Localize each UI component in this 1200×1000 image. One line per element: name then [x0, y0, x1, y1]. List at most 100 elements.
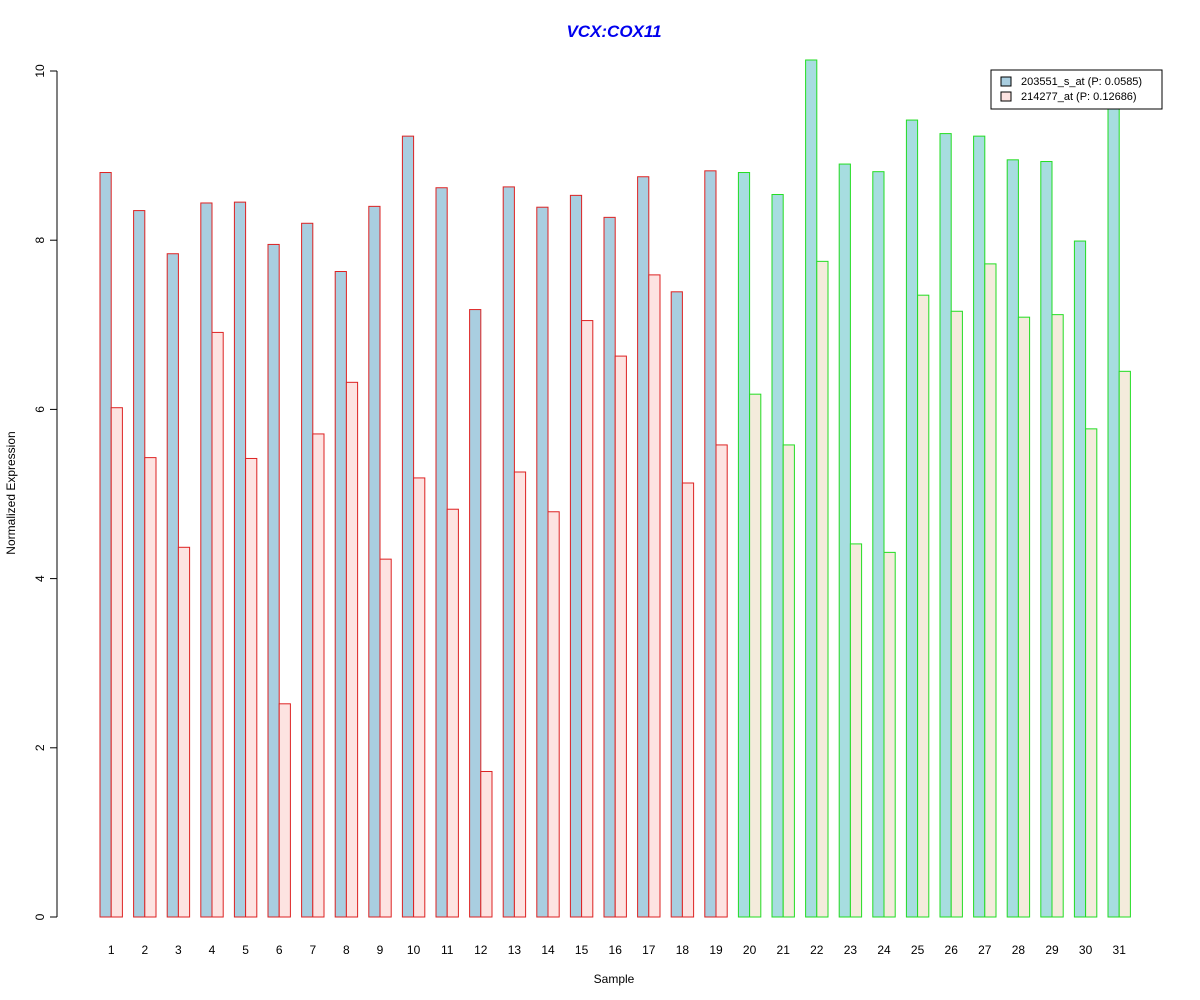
x-tick-label: 5: [242, 943, 249, 957]
bar-series-1: [435, 187, 448, 918]
bar-series-2: [144, 457, 157, 918]
bar-series-1: [939, 133, 952, 918]
bar-series-1: [805, 59, 818, 918]
y-tick-label: 10: [33, 64, 47, 78]
legend-box: [990, 69, 1163, 110]
bar-series-2: [547, 511, 560, 918]
x-tick-label: 15: [575, 943, 589, 957]
bar-series-1: [1040, 161, 1053, 918]
bar-series-2: [849, 543, 863, 918]
bar-series-2: [883, 551, 896, 918]
x-tick-label: 26: [945, 943, 959, 957]
x-tick-label: 27: [978, 943, 992, 957]
x-tick-label: 17: [642, 943, 656, 957]
x-tick-label: 29: [1045, 943, 1059, 957]
bar-series-2: [648, 274, 661, 918]
y-tick-label: 0: [33, 913, 47, 920]
bar-series-1: [973, 135, 986, 918]
x-axis-label: Sample: [594, 972, 635, 986]
bar-series-2: [950, 310, 963, 918]
legend: 203551_s_at (P: 0.0585) 214277_at (P: 0.…: [990, 69, 1163, 110]
bar-series-2: [480, 770, 493, 918]
bar-series-2: [211, 331, 224, 918]
bar-series-2: [681, 482, 695, 918]
bar-series-2: [917, 294, 930, 918]
x-tick-label: 23: [844, 943, 858, 957]
bar-series-2: [278, 703, 291, 918]
x-tick-label: 21: [777, 943, 791, 957]
bar-series-2: [782, 444, 795, 918]
bar-series-1: [670, 291, 683, 918]
chart-title: VCX:COX11: [566, 22, 661, 41]
x-tick-label: 20: [743, 943, 757, 957]
x-tick-label: 1: [108, 943, 115, 957]
y-tick-label: 6: [33, 406, 47, 413]
bar-series-2: [1051, 314, 1064, 918]
x-tick-label: 24: [877, 943, 891, 957]
bar-series-2: [749, 393, 762, 918]
x-tick-label: 12: [474, 943, 488, 957]
x-tick-label: 6: [276, 943, 283, 957]
bar-series-1: [166, 253, 179, 918]
bar-series-1: [1006, 159, 1019, 918]
y-tick-label: 2: [33, 744, 47, 751]
bar-series-1: [905, 119, 919, 918]
bar-series-2: [513, 471, 527, 918]
bar-series-1: [536, 206, 549, 918]
x-tick-label: 8: [343, 943, 350, 957]
y-tick-label: 8: [33, 237, 47, 244]
x-tick-label: 31: [1113, 943, 1127, 957]
bar-series-1: [469, 309, 482, 918]
bar-series-1: [502, 186, 515, 918]
bar-series-2: [110, 407, 123, 918]
bar-series-1: [334, 271, 347, 918]
bar-series-2: [614, 355, 627, 918]
bar-series-1: [401, 135, 415, 918]
x-tick-label: 4: [209, 943, 216, 957]
x-tick-label: 16: [609, 943, 623, 957]
bar-series-1: [838, 163, 851, 918]
legend-swatch-series-2: [1000, 91, 1012, 102]
bar-series-1: [872, 171, 885, 918]
bar-series-1: [569, 194, 583, 918]
bar-series-1: [368, 205, 381, 918]
bar-series-2: [1085, 428, 1098, 918]
x-tick-label: 13: [508, 943, 522, 957]
bar-series-2: [1118, 370, 1131, 918]
x-tick-label: 10: [407, 943, 421, 957]
x-tick-label: 18: [676, 943, 690, 957]
bar-series-1: [637, 176, 650, 918]
x-tick-label: 9: [377, 943, 384, 957]
bar-series-2: [345, 381, 359, 918]
bar-series-2: [312, 433, 325, 918]
x-tick-label: 7: [309, 943, 316, 957]
bar-series-2: [379, 558, 392, 918]
x-tick-label: 14: [541, 943, 555, 957]
bar-series-2: [177, 546, 191, 918]
legend-label-series-2: 214277_at (P: 0.12686): [1021, 91, 1137, 103]
bar-series-2: [984, 263, 997, 918]
bar-series-1: [771, 194, 784, 918]
bar-series-2: [413, 477, 426, 918]
bar-series-1: [1073, 240, 1087, 918]
bar-series-1: [99, 172, 112, 918]
legend-swatch-series-1: [1000, 76, 1012, 87]
bar-series-2: [245, 457, 258, 918]
bar-series-1: [737, 172, 751, 918]
bar-series-2: [446, 508, 459, 918]
x-tick-label: 11: [441, 943, 454, 957]
x-tick-label: 3: [175, 943, 182, 957]
bar-series-1: [200, 202, 213, 918]
x-tick-label: 28: [1012, 943, 1026, 957]
x-tick-label: 25: [911, 943, 925, 957]
bar-series-2: [816, 260, 829, 918]
bar-series-1: [133, 210, 146, 918]
legend-label-series-1: 203551_s_at (P: 0.0585): [1021, 76, 1142, 88]
bar-series-2: [715, 444, 728, 918]
x-tick-label: 2: [141, 943, 148, 957]
bar-series-2: [581, 320, 594, 918]
x-tick-label: 19: [709, 943, 723, 957]
bar-series-1: [267, 243, 280, 918]
y-tick-label: 4: [33, 575, 47, 582]
